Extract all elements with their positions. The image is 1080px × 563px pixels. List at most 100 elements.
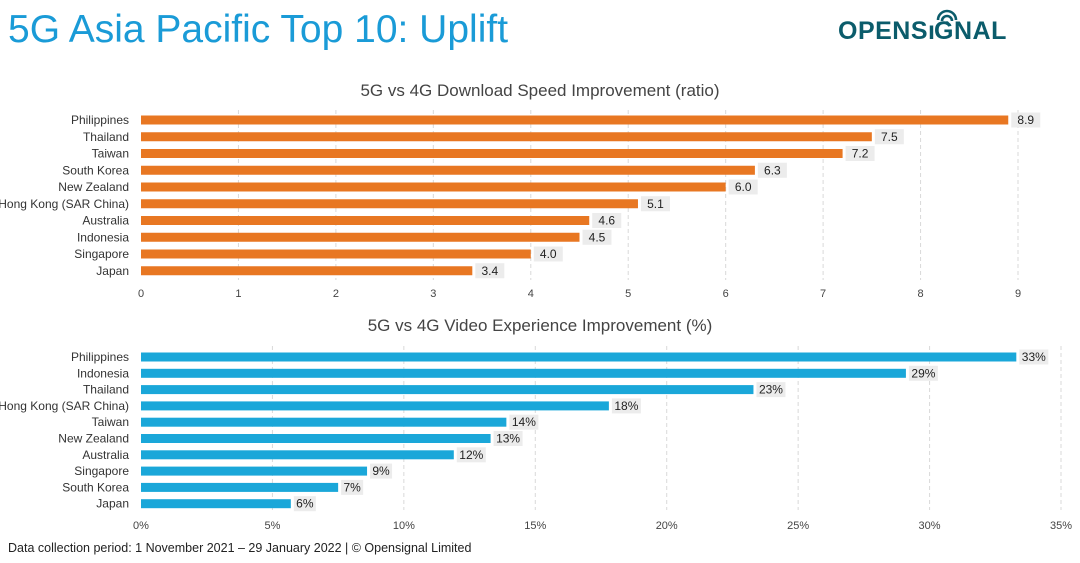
chart2-data-label: 12%	[459, 448, 483, 462]
chart2-bar	[141, 466, 368, 476]
chart1-data-label-bg	[1011, 112, 1041, 128]
chart2-data-label-bg	[370, 463, 393, 479]
signal-icon	[936, 9, 958, 25]
chart1-category-label: Thailand	[83, 130, 129, 144]
chart2-category-label: Singapore	[74, 464, 129, 478]
chart1-bar	[141, 132, 872, 142]
chart2-category-label: Hong Kong (SAR China)	[0, 399, 129, 413]
chart1-bar	[141, 266, 473, 276]
chart2-tick-label: 0%	[133, 520, 149, 532]
chart1-tick-label: 6	[723, 288, 729, 300]
chart1-data-label: 7.2	[852, 147, 869, 161]
chart2-data-label: 7%	[343, 480, 361, 494]
chart1-data-label: 4.0	[540, 247, 557, 261]
chart2-bar	[141, 352, 1017, 362]
chart2-data-label-bg	[1019, 349, 1049, 365]
chart1-data-label: 6.0	[735, 180, 752, 194]
chart1-tick-label: 1	[235, 288, 241, 300]
chart2-tick-label: 30%	[919, 520, 941, 532]
chart2-tick-label: 5%	[264, 520, 280, 532]
chart1-category-label: Japan	[96, 264, 129, 278]
chart2-data-label-bg	[493, 431, 523, 446]
chart1-bar	[141, 249, 531, 259]
chart2-data-label: 13%	[496, 432, 520, 446]
chart1-bar	[141, 149, 843, 158]
chart1-tick-label: 4	[528, 288, 534, 300]
chart1-data-label: 8.9	[1017, 113, 1034, 127]
chart1-data-label-bg	[592, 213, 622, 228]
chart1-data-label: 4.6	[598, 214, 615, 228]
video-experience-chart: 5G vs 4G Video Experience Improvement (%…	[0, 316, 1072, 532]
chart2-data-label-bg	[341, 479, 364, 495]
chart2-bar	[141, 368, 906, 378]
chart1-bar	[141, 216, 590, 225]
chart1-category-label: Singapore	[74, 247, 129, 261]
chart1-bar	[141, 182, 726, 192]
chart2-data-label: 14%	[512, 415, 536, 429]
chart1-data-label-bg	[640, 196, 670, 212]
chart2-data-label: 18%	[614, 399, 638, 413]
chart1-bar	[141, 199, 638, 209]
chart1-category-label: Philippines	[71, 113, 129, 127]
chart2-category-label: Thailand	[83, 383, 129, 397]
chart2-data-label-bg	[908, 365, 938, 381]
chart1-data-label: 6.3	[764, 163, 781, 177]
chart2-data-label-bg	[293, 496, 316, 512]
chart1-tick-label: 3	[430, 288, 436, 300]
chart2-data-label: 6%	[296, 497, 314, 511]
chart2-tick-label: 25%	[787, 520, 809, 532]
chart1-tick-label: 9	[1015, 288, 1021, 300]
chart1-data-label: 4.5	[589, 230, 606, 244]
logo-text-b: GNAL	[934, 17, 1007, 45]
chart1-data-label: 3.4	[481, 264, 498, 278]
chart1-category-label: South Korea	[62, 163, 129, 177]
chart2-data-label: 23%	[759, 383, 783, 397]
chart1-title: 5G vs 4G Download Speed Improvement (rat…	[360, 81, 719, 100]
chart1-category-label: Hong Kong (SAR China)	[0, 197, 129, 211]
chart2-data-label-bg	[456, 447, 486, 463]
chart1-tick-label: 5	[625, 288, 631, 300]
chart1-bar	[141, 232, 580, 242]
chart1-data-label-bg	[475, 263, 505, 279]
chart2-tick-label: 20%	[656, 520, 678, 532]
chart2-category-label: Taiwan	[92, 415, 129, 429]
chart2-bar	[141, 434, 491, 443]
chart2-category-label: Philippines	[71, 350, 129, 364]
chart1-data-label-bg	[845, 146, 875, 161]
chart1-data-label-bg	[533, 246, 563, 262]
chart2-bar	[141, 482, 339, 492]
chart2-bar	[141, 417, 507, 427]
chart1-tick-label: 0	[138, 288, 144, 300]
chart1-tick-label: 2	[333, 288, 339, 300]
chart1-bar	[141, 165, 755, 175]
footer-note: Data collection period: 1 November 2021 …	[8, 541, 472, 555]
chart2-category-label: New Zealand	[58, 432, 129, 446]
chart2-tick-label: 15%	[524, 520, 546, 532]
chart2-data-label-bg	[611, 398, 641, 414]
chart2-tick-label: 35%	[1050, 520, 1072, 532]
chart2-category-label: Australia	[82, 448, 129, 462]
chart2-data-label: 29%	[911, 366, 935, 380]
chart2-category-label: Japan	[96, 497, 129, 511]
logo-text-a: OPENS	[838, 17, 929, 45]
chart2-bar	[141, 450, 454, 460]
chart2-data-label: 33%	[1022, 350, 1046, 364]
chart1-data-label-bg	[874, 129, 904, 145]
chart1-data-label: 7.5	[881, 130, 898, 144]
chart1-category-label: Taiwan	[92, 147, 129, 161]
chart1-data-label-bg	[728, 179, 758, 195]
chart1-data-label: 5.1	[647, 197, 664, 211]
chart2-category-label: South Korea	[62, 480, 129, 494]
logo-wordmark: OPENSıGNAL	[838, 17, 1007, 46]
chart1-category-label: New Zealand	[58, 180, 129, 194]
chart2-bar	[141, 385, 754, 395]
page-title: 5G Asia Pacific Top 10: Uplift	[8, 8, 509, 51]
chart1-category-label: Indonesia	[77, 230, 129, 244]
chart1-category-label: Australia	[82, 214, 129, 228]
download-speed-chart: 5G vs 4G Download Speed Improvement (rat…	[0, 81, 1041, 300]
logo-i-stem: ı	[928, 17, 936, 45]
chart2-bar	[141, 401, 609, 411]
chart2-title: 5G vs 4G Video Experience Improvement (%…	[368, 316, 713, 335]
chart1-tick-label: 7	[820, 288, 826, 300]
chart1-data-label-bg	[582, 229, 612, 245]
